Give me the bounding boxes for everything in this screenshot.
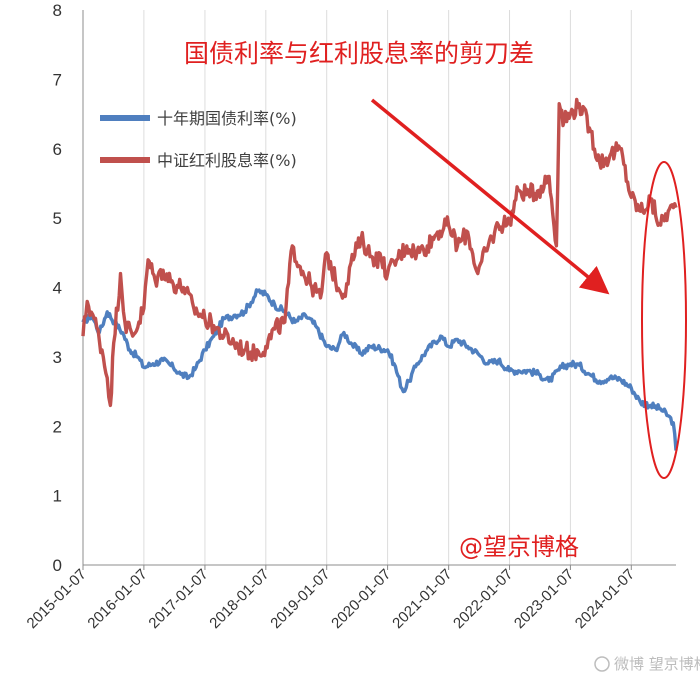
y-tick-label: 8 [53, 1, 62, 20]
watermark-text: 微博 望京博格 [614, 655, 700, 673]
y-tick-label: 4 [53, 279, 62, 298]
legend-label-dividend: 中证红利股息率(%) [157, 151, 297, 170]
y-tick-label: 5 [53, 209, 62, 228]
series-line-dividend-yield [81, 97, 678, 408]
y-tick-label: 3 [53, 348, 62, 367]
y-tick-label: 0 [53, 556, 62, 575]
y-tick-label: 1 [53, 487, 62, 506]
watermark: 微博 望京博格 [594, 655, 700, 673]
trend-arrow [370, 98, 610, 295]
y-tick-label: 2 [53, 417, 62, 436]
y-tick-label: 6 [53, 140, 62, 159]
y-tick-label: 7 [53, 70, 62, 89]
series-line-bond-yield [81, 288, 678, 451]
series-layer [81, 97, 678, 451]
highlight-ellipse [641, 161, 687, 479]
chart-title: 国债利率与红利股息率的剪刀差 [184, 39, 534, 68]
y-tick-labels: 0 1 2 3 4 5 6 7 8 [53, 1, 62, 575]
x-grid [82, 10, 632, 565]
weibo-icon [594, 656, 610, 672]
legend-label-bond: 十年期国债利率(%) [157, 109, 297, 128]
legend: 十年期国债利率(%) 中证红利股息率(%) [100, 109, 297, 170]
author-credit: @望京博格 [459, 533, 579, 561]
